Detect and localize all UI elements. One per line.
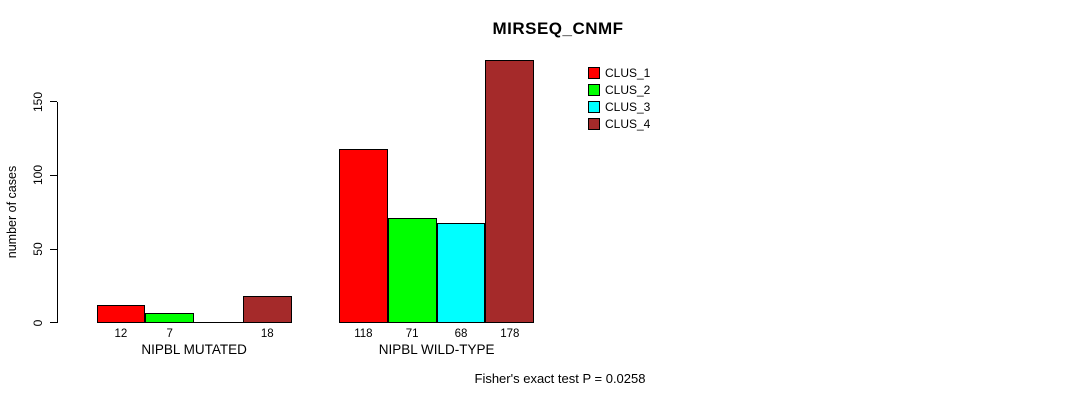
- y-tick-mark: [50, 322, 57, 324]
- y-axis-label: number of cases: [5, 165, 19, 259]
- legend-label: CLUS_3: [605, 99, 651, 114]
- y-tick-label: 100: [31, 165, 45, 186]
- legend-item: CLUS_2: [588, 81, 650, 98]
- y-tick-mark: [50, 100, 57, 102]
- bar-clus_1-2: [339, 148, 388, 323]
- y-tick-mark: [50, 248, 57, 250]
- legend: CLUS_1 CLUS_2 CLUS_3 CLUS_4: [588, 64, 650, 132]
- y-tick-label: 0: [31, 319, 45, 327]
- legend-swatch-clus_3: [588, 100, 600, 113]
- y-axis-line: [57, 101, 58, 323]
- bar-clus_3-2: [436, 222, 486, 323]
- legend-swatch-clus_1: [588, 66, 600, 79]
- legend-label: CLUS_4: [605, 116, 651, 131]
- bar-count-label: 12: [114, 328, 128, 340]
- y-tick-label: 150: [31, 91, 45, 112]
- bar-count-label: 71: [405, 328, 419, 340]
- legend-item: CLUS_4: [588, 115, 650, 132]
- bar-clus_4-1: [242, 296, 292, 323]
- bar-count-label: 18: [260, 328, 274, 340]
- chart-title: MIRSEQ_CNMF: [492, 19, 624, 38]
- bar-clus_4-2: [485, 60, 535, 323]
- bar-count-label: 178: [500, 328, 520, 340]
- x-category-label: NIPBL WILD-TYPE: [378, 342, 495, 357]
- bar-clus_2-2: [387, 218, 437, 323]
- x-category-label: NIPBL MUTATED: [141, 342, 247, 357]
- y-axis-label-wrap: number of cases: [4, 142, 20, 282]
- bar-count-label: 68: [454, 328, 468, 340]
- legend-item: CLUS_3: [588, 98, 650, 115]
- fisher-test-annotation: Fisher's exact test P = 0.0258: [474, 371, 646, 386]
- y-tick-label: 50: [31, 242, 45, 256]
- y-tick-mark: [50, 174, 57, 176]
- bar-clus_3-1-zero: [194, 321, 243, 323]
- legend-swatch-clus_2: [588, 83, 600, 96]
- legend-label: CLUS_2: [605, 82, 651, 97]
- bar-count-label: 7: [166, 328, 173, 340]
- legend-item: CLUS_1: [588, 64, 650, 81]
- bar-count-label: 118: [354, 328, 373, 340]
- legend-swatch-clus_4: [588, 117, 600, 130]
- bar-clus_1-1: [96, 305, 146, 323]
- legend-label: CLUS_1: [605, 65, 651, 80]
- bar-clus_2-1: [145, 312, 195, 323]
